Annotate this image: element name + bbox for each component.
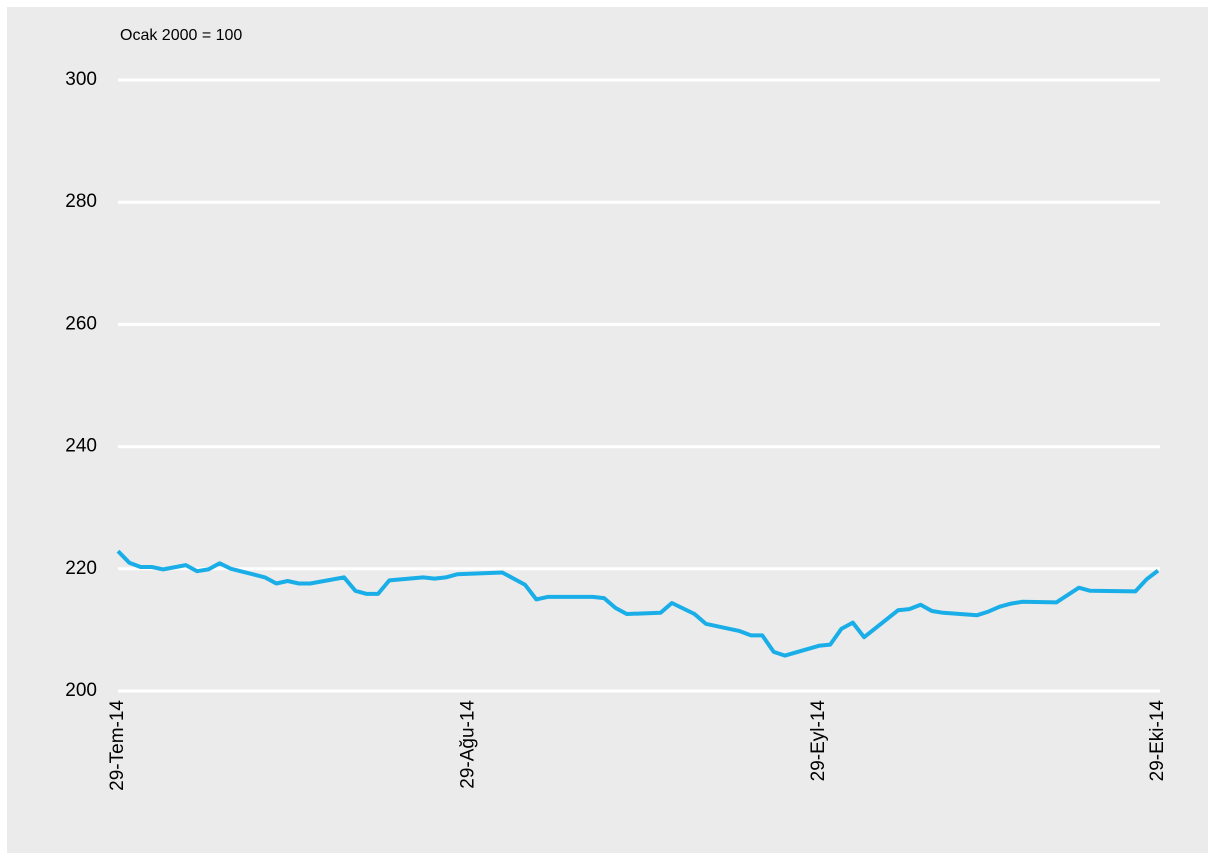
y-tick-label: 300	[65, 69, 97, 90]
x-tick-label: 29-Ağu-14	[457, 700, 478, 789]
y-tick-label: 280	[65, 191, 97, 212]
y-tick-label: 240	[65, 436, 97, 457]
line	[116, 549, 1160, 658]
x-tick-label: 29-Tem-14	[107, 700, 128, 791]
x-tick-label: 29-Eki-14	[1147, 700, 1168, 782]
plot-background	[7, 7, 1208, 853]
y-tick-label: 260	[65, 313, 97, 334]
y-tick-label: 200	[65, 680, 97, 701]
y-tick-label: 220	[65, 558, 97, 579]
subtitle: Ocak 2000 = 100	[120, 27, 242, 44]
x-tick-label: 29-Eyl-14	[808, 700, 829, 782]
